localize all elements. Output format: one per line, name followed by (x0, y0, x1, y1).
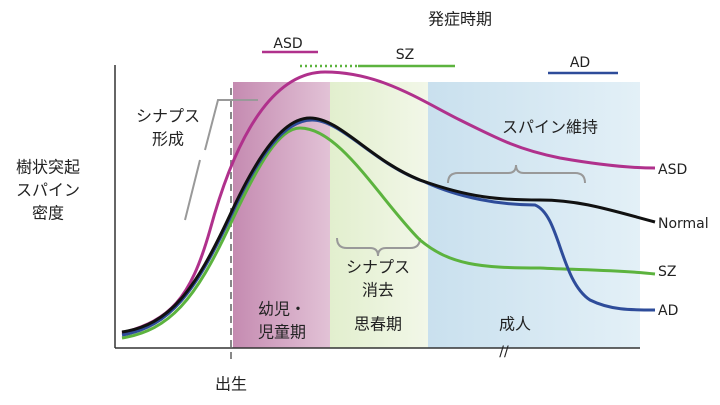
phase-label: 幼児・ (258, 300, 306, 319)
annotation: シナプス (346, 258, 410, 277)
phase-label: 成人 (499, 315, 531, 334)
curve-label: Normal (658, 216, 709, 232)
title: 発症時期 (428, 10, 492, 29)
maintenance-brace (447, 164, 586, 184)
annotation: 形成 (152, 130, 184, 149)
curve-label: AD (658, 303, 678, 319)
phase-label: 思春期 (354, 315, 402, 334)
phase-label: 児童期 (258, 323, 306, 342)
y-label: 密度 (32, 204, 64, 223)
asd-curve (121, 70, 656, 335)
axis-break: // (499, 344, 509, 360)
annotation: 消去 (362, 281, 394, 300)
sz-curve (121, 126, 656, 340)
adolescence-region (330, 82, 428, 348)
y-label: スパイン (16, 181, 80, 200)
normal-curve (121, 116, 656, 334)
adult-region (428, 82, 640, 348)
annotation: スパイン維持 (502, 118, 598, 137)
annotation: シナプス (136, 107, 200, 126)
curve-label: SZ (658, 264, 676, 280)
formation-brace (184, 99, 258, 221)
y-label: 樹状突起 (16, 158, 80, 177)
elimination-brace (336, 237, 421, 257)
birth-label: 出生 (215, 375, 247, 394)
sz-onset-label: SZ (396, 47, 414, 63)
ad-onset-label: AD (570, 55, 590, 71)
curve-label: ASD (658, 162, 687, 178)
asd-onset-label: ASD (273, 36, 302, 52)
